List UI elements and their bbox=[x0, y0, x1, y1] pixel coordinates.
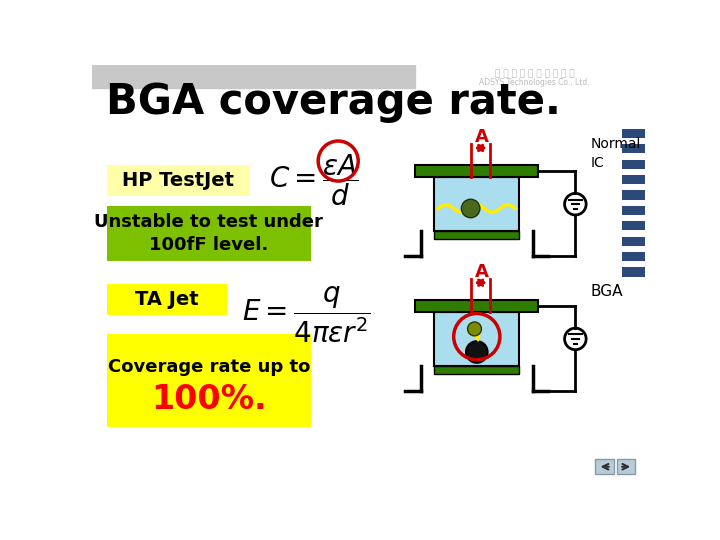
Text: BGA: BGA bbox=[590, 285, 624, 300]
Bar bbox=[621, 144, 644, 153]
Bar bbox=[621, 129, 644, 138]
Bar bbox=[107, 284, 227, 315]
Text: ADSYS Technologies Co., Ltd.: ADSYS Technologies Co., Ltd. bbox=[480, 78, 590, 87]
Text: BGA coverage rate.: BGA coverage rate. bbox=[106, 81, 561, 123]
Bar bbox=[621, 237, 644, 246]
Text: Normal
IC: Normal IC bbox=[590, 137, 641, 170]
Circle shape bbox=[467, 322, 482, 336]
Bar bbox=[415, 300, 539, 312]
Text: $E = \dfrac{q}{4\pi\varepsilon r^2}$: $E = \dfrac{q}{4\pi\varepsilon r^2}$ bbox=[242, 285, 371, 346]
Text: A: A bbox=[475, 128, 489, 146]
Bar bbox=[621, 190, 644, 200]
Bar bbox=[107, 334, 311, 427]
Bar bbox=[621, 159, 644, 168]
Bar bbox=[617, 459, 636, 475]
Text: 系 新 科 技 股 份 有 限 公 司: 系 新 科 技 股 份 有 限 公 司 bbox=[495, 70, 575, 78]
Circle shape bbox=[462, 199, 480, 218]
Bar bbox=[621, 252, 644, 261]
Text: Unstable to test under
100fF level.: Unstable to test under 100fF level. bbox=[94, 213, 323, 254]
Bar bbox=[415, 165, 539, 177]
Bar bbox=[434, 366, 519, 374]
Text: 100%.: 100%. bbox=[151, 383, 266, 416]
Bar bbox=[621, 221, 644, 231]
Bar bbox=[621, 175, 644, 184]
Text: HP TestJet: HP TestJet bbox=[122, 171, 234, 190]
Bar bbox=[434, 312, 519, 366]
Circle shape bbox=[466, 341, 487, 363]
Bar bbox=[92, 65, 415, 88]
Bar bbox=[434, 231, 519, 239]
Bar bbox=[434, 177, 519, 231]
Bar bbox=[621, 267, 644, 276]
Bar bbox=[107, 165, 250, 195]
Bar bbox=[107, 206, 311, 261]
Polygon shape bbox=[472, 326, 480, 341]
Text: A: A bbox=[475, 263, 489, 281]
Text: $C = \dfrac{\varepsilon A}{d}$: $C = \dfrac{\varepsilon A}{d}$ bbox=[269, 152, 359, 208]
Bar bbox=[595, 459, 614, 475]
Text: TA Jet: TA Jet bbox=[135, 290, 198, 309]
Bar bbox=[621, 206, 644, 215]
Text: Coverage rate up to: Coverage rate up to bbox=[108, 357, 310, 376]
